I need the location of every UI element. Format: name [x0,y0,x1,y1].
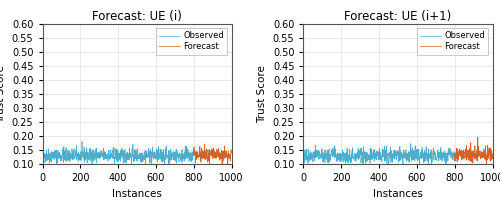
Legend: Observed, Forecast: Observed, Forecast [156,28,228,54]
X-axis label: Instances: Instances [112,189,162,199]
Forecast [226,151,232,154]
Observed [132,158,138,161]
Forecast [458,150,464,153]
Y-axis label: Trust Score: Trust Score [0,65,6,123]
Observed [154,161,160,163]
Observed [190,154,196,157]
Forecast [486,147,492,149]
Y-axis label: Trust Score: Trust Score [257,65,267,123]
Observed [79,140,85,143]
Observed [89,166,95,169]
Observed [310,158,316,161]
Observed [452,151,458,153]
Observed [170,156,176,158]
Line: Observed: Observed [42,142,194,167]
Forecast [490,153,496,156]
Forecast [452,159,458,162]
Observed [408,142,414,145]
Observed [396,153,402,156]
Forecast [462,151,468,153]
X-axis label: Instances: Instances [373,189,423,199]
Observed [49,161,55,163]
Observed [300,154,306,156]
Observed [388,155,394,157]
Observed [392,153,398,155]
Observed [416,164,422,167]
Line: Observed: Observed [304,144,454,165]
Line: Forecast: Forecast [454,137,492,166]
Observed [40,153,46,155]
Observed [128,152,134,155]
Forecast [193,153,199,156]
Forecast [191,154,197,156]
Forecast [192,154,198,156]
Title: Forecast: UE (i+1): Forecast: UE (i+1) [344,10,452,23]
Forecast [475,136,481,138]
Forecast [484,165,490,167]
Forecast [227,153,233,156]
Forecast [228,152,234,154]
Legend: Observed, Forecast: Observed, Forecast [417,28,488,54]
Observed [136,155,142,157]
Title: Forecast: UE (i): Forecast: UE (i) [92,10,182,23]
Forecast [198,154,204,157]
Forecast [202,143,207,145]
Line: Forecast: Forecast [194,144,232,166]
Observed [431,159,437,161]
Forecast [219,164,225,167]
Observed [415,149,421,152]
Forecast [201,151,207,153]
Forecast [488,160,494,162]
Forecast [454,147,460,150]
Forecast [453,150,459,152]
